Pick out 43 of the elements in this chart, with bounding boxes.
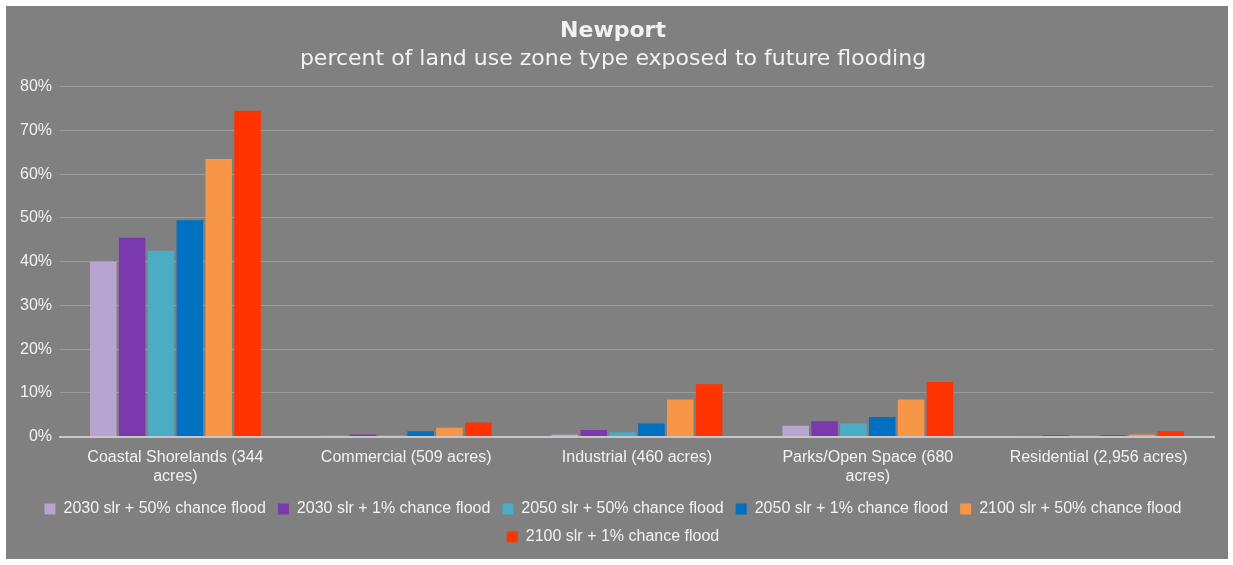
bar [638,423,665,437]
y-tick-label: 70% [19,120,53,138]
bar [205,158,232,437]
y-tick-label: 30% [19,295,53,313]
bar [234,110,261,437]
bar [868,416,896,437]
y-tick-label: 50% [19,208,53,226]
bar [811,421,838,437]
y-tick-label: 80% [19,77,53,95]
y-tick-label: 10% [19,383,53,401]
bar [1157,431,1184,437]
bar [90,261,117,437]
x-tick-label: Industrial (460 acres) [561,447,713,465]
bar [147,250,175,437]
x-tick-label: Residential (2,956 acres) [1009,447,1188,465]
y-tick-label: 40% [19,252,53,270]
bar [176,220,204,437]
chart-subtitle: percent of land use zone type exposed to future flooding [299,45,927,71]
bar [897,399,925,437]
bar [926,381,954,437]
y-tick-label: 0% [28,427,53,445]
bar [407,431,434,437]
x-tick-label: Commercial (509 acres) [320,447,492,465]
x-tick-label: Coastal Shorelands (344 acres) [87,447,264,484]
bar [609,432,636,437]
legend-label: 2050 slr + 50% chance flood [521,499,724,517]
bar [782,425,809,437]
bar [580,430,608,437]
chart-title: Newport [560,16,667,42]
y-tick-label: 20% [19,339,53,357]
bar [465,422,492,437]
bar [667,399,694,437]
legend-label: 2100 slr + 50% chance flood [979,499,1182,517]
y-tick-label: 60% [19,164,53,182]
legend-label: 2030 slr + 50% chance flood [63,499,266,517]
bar [695,384,723,437]
legend-label: 2030 slr + 1% chance flood [296,499,491,517]
bar [118,237,146,437]
legend-label: 2100 slr + 1% chance flood [525,527,720,545]
bar [436,427,463,437]
x-tick-label: Parks/Open Space (680 acres) [782,447,954,484]
legend-label: 2050 slr + 1% chance flood [754,499,949,517]
bar [840,423,867,437]
